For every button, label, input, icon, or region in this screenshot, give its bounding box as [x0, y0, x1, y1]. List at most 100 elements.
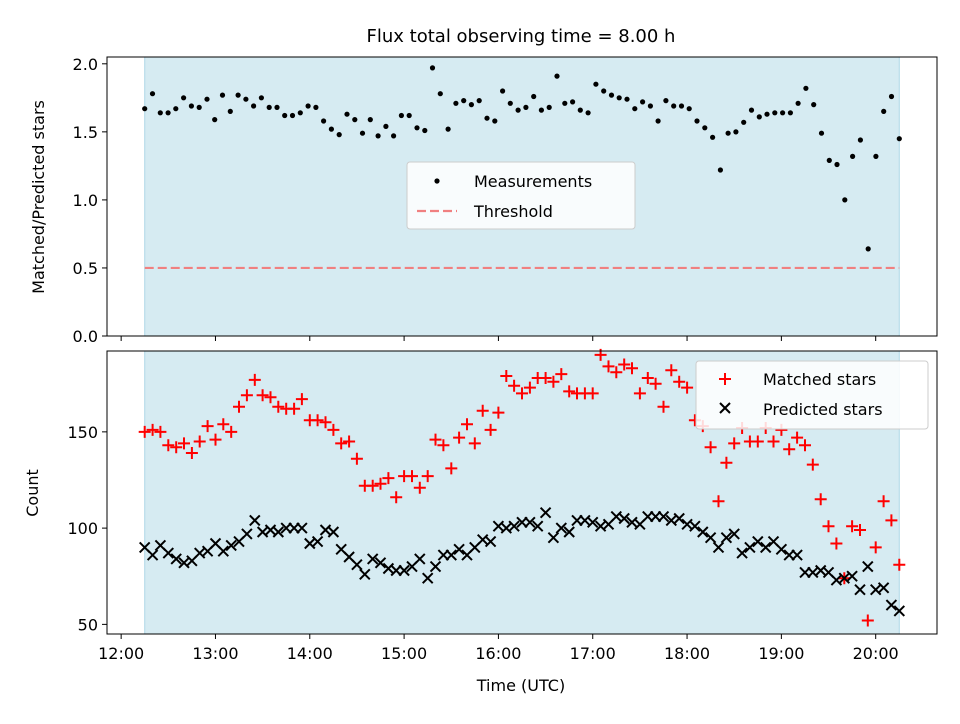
y-tick-label: 1.5 [73, 123, 98, 142]
matched-stars-point [319, 416, 332, 429]
predicted-stars-point [689, 520, 701, 532]
matched-stars-point [453, 431, 466, 444]
x-tick-label: 18:00 [664, 644, 710, 663]
predicted-stars-point [563, 526, 575, 538]
measurement-point [196, 104, 202, 110]
x-tick-label: 16:00 [475, 644, 521, 663]
measurement-point [881, 108, 887, 114]
matched-stars-point [602, 360, 615, 373]
measurement-point [647, 103, 654, 109]
measurement-point [453, 100, 459, 106]
x-tick-label: 17:00 [570, 644, 616, 663]
measurement-point [321, 118, 327, 124]
matched-stars-point [406, 470, 418, 483]
measurement-point [289, 112, 296, 119]
measurement-point [336, 132, 342, 138]
measurement-point [468, 102, 474, 108]
measurement-point [710, 134, 716, 140]
matched-stars-point [728, 437, 741, 450]
measurement-point [842, 197, 848, 203]
predicted-stars-point [531, 520, 544, 532]
measurement-point [165, 110, 171, 116]
predicted-stars-point [586, 516, 599, 529]
matched-stars-point [681, 381, 694, 394]
time-x-axis: 12:00 13:00 14:00 15:00 16:00 17:00 18:00 19:00… [98, 634, 899, 663]
matched-stars-point [854, 524, 866, 536]
predicted-stars-point [555, 522, 568, 534]
measurement-point [725, 130, 731, 136]
predicted-stars-point [673, 512, 685, 525]
measurement-point [570, 99, 576, 105]
measurement-point [204, 96, 210, 102]
measurement-point [577, 107, 583, 113]
measurement-point [857, 137, 864, 143]
measurement-point [585, 110, 591, 116]
measurement-point [406, 112, 412, 119]
predicted-stars-point [791, 549, 803, 561]
measurement-point [476, 98, 482, 104]
measurement-point [764, 111, 770, 117]
measurement-point [523, 104, 529, 110]
measurement-point [741, 119, 747, 125]
measurement-point [305, 103, 311, 109]
matched-stars-point [547, 375, 560, 388]
predicted-stars-point [720, 531, 733, 544]
matched-stars-point [390, 491, 403, 504]
predicted-stars-point [508, 520, 520, 532]
matched-stars-point [445, 462, 458, 475]
x-tick-label: 20:00 [853, 644, 899, 663]
measurement-point [383, 123, 389, 129]
measurement-point [640, 99, 646, 105]
x-tick-label: 14:00 [287, 644, 333, 663]
measurement-point [554, 73, 560, 79]
matched-stars-point [468, 437, 481, 450]
ratio-y-axis: 0.0 0.5 1.0 1.5 2.0 [73, 55, 107, 346]
predicted-stars-point [421, 572, 434, 584]
matched-stars-point [563, 385, 576, 398]
matched-stars-point [492, 406, 505, 419]
matched-stars-point [201, 420, 214, 433]
matched-stars-point [626, 362, 638, 375]
measurement-point [795, 100, 801, 106]
predicted-stars-point [311, 535, 324, 548]
predicted-stars-point [736, 547, 748, 559]
measurement-point [772, 110, 778, 116]
predicted-stars-point [445, 549, 458, 561]
matched-stars-point [382, 472, 395, 485]
measurement-point [896, 136, 902, 142]
measurement-point [429, 65, 436, 71]
matched-stars-point [484, 423, 497, 436]
matched-stars-point [830, 537, 843, 550]
matched-stars-point [814, 493, 827, 506]
matched-stars-point [193, 435, 206, 448]
predicted-stars-point [327, 526, 340, 538]
measurement-point [149, 91, 156, 97]
count-y-axis-label: Count [23, 469, 42, 517]
matched-stars-point [225, 425, 238, 438]
predicted-stars-point [846, 570, 858, 582]
measurement-point [655, 118, 661, 124]
predicted-stars-point [893, 605, 906, 617]
measurement-point [344, 111, 350, 117]
measurement-point [266, 104, 272, 110]
measurement-point [227, 108, 233, 114]
ratio-plot-frame [106, 56, 938, 337]
measurement-point [391, 133, 397, 139]
matched-stars-point [335, 437, 348, 450]
measurement-point [181, 95, 187, 101]
measurement-point [780, 110, 786, 116]
predicted-stars-point [170, 553, 182, 565]
measurement-point [219, 92, 226, 98]
measurement-point [748, 107, 755, 113]
predicted-stars-point [225, 539, 237, 552]
measurement-point [398, 112, 404, 119]
measurement-point [671, 103, 677, 109]
measurement-point [507, 100, 513, 106]
measurement-point [352, 117, 358, 123]
measurement-point [212, 117, 218, 123]
chart-title: Flux total observing time = 8.00 h [367, 26, 676, 47]
measurement-point [546, 104, 552, 110]
matched-stars-point [311, 414, 324, 427]
matched-stars-point [869, 541, 882, 554]
matched-stars-point [272, 400, 285, 413]
